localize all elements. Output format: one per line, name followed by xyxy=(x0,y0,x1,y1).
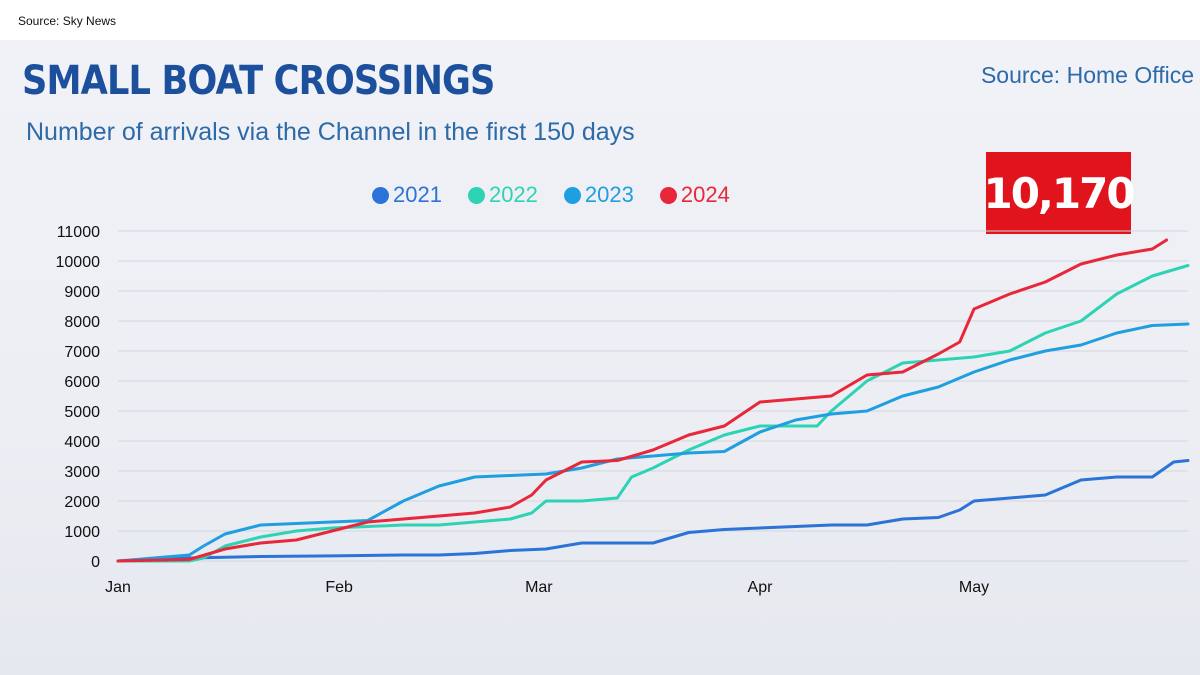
broadcast-screen: SMALL BOAT CROSSINGS Number of arrivals … xyxy=(0,40,1200,675)
legend-dot-icon xyxy=(563,186,581,204)
attribution-text: Source: Sky News xyxy=(18,14,117,28)
y-tick-label: 5000 xyxy=(64,404,100,421)
legend-item-2023: 2023 xyxy=(563,182,634,208)
y-tick-label: 6000 xyxy=(64,374,100,391)
series-line-2023 xyxy=(116,322,1190,563)
legend-item-2021: 2021 xyxy=(372,182,442,208)
legend-label: 2021 xyxy=(393,182,442,207)
y-tick-label: 10000 xyxy=(56,254,101,271)
legend-label: 2022 xyxy=(488,182,538,207)
legend-item-2024: 2024 xyxy=(659,182,730,208)
legend: 2021 2022 2023 2024 xyxy=(372,182,730,208)
legend-dot-icon xyxy=(372,186,389,204)
top-bar: Source: Sky News xyxy=(0,0,1200,40)
y-tick-label: 11000 xyxy=(57,224,100,241)
total-callout: 10,170 xyxy=(983,152,1136,234)
x-tick-label: Jan xyxy=(105,579,131,596)
y-tick-label: 2000 xyxy=(64,494,100,511)
y-tick-label: 0 xyxy=(91,554,100,571)
x-tick-label: Mar xyxy=(525,579,553,596)
y-tick-label: 4000 xyxy=(64,434,100,451)
series-line-2021 xyxy=(116,459,1190,563)
y-tick-label: 7000 xyxy=(64,344,100,361)
legend-dot-icon xyxy=(659,186,677,204)
legend-label: 2024 xyxy=(680,182,730,207)
y-tick-label: 9000 xyxy=(64,284,100,301)
y-tick-label: 3000 xyxy=(64,464,100,481)
source-label: Source: Home Office xyxy=(980,62,1194,88)
series-line-2022 xyxy=(116,264,1190,563)
chart-title: SMALL BOAT CROSSINGS xyxy=(22,58,495,104)
y-tick-label: 8000 xyxy=(64,314,100,331)
legend-item-2022: 2022 xyxy=(467,182,538,208)
y-tick-label: 1000 xyxy=(64,524,100,541)
line-chart: 0 1000 2000 3000 4000 5000 6000 7000 8000 9000 100… xyxy=(56,224,1190,596)
series-line-2024 xyxy=(116,238,1169,563)
chart-subtitle: Number of arrivals via the Channel in th… xyxy=(26,118,635,146)
legend-dot-icon xyxy=(467,186,485,204)
x-tick-label: May xyxy=(959,579,989,596)
x-tick-label: Apr xyxy=(748,579,774,596)
legend-label: 2023 xyxy=(584,182,634,207)
x-tick-label: Feb xyxy=(325,579,353,596)
